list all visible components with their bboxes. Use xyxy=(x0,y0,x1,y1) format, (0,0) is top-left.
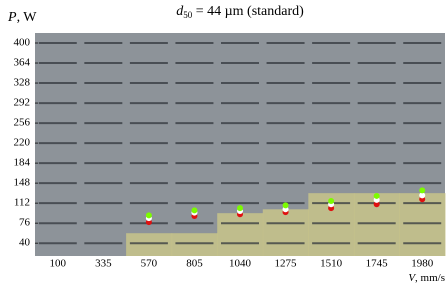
y-tick-label: 400 xyxy=(14,37,31,49)
title-subscript: 50 xyxy=(183,10,193,20)
shaded-region xyxy=(217,213,264,256)
x-tick-label: 1745 xyxy=(366,258,389,270)
y-tick-label: 112 xyxy=(14,197,30,209)
x-axis-label: V, mm/s xyxy=(408,272,445,284)
marker xyxy=(373,192,380,199)
y-label-unit: , W xyxy=(17,10,38,25)
y-tick-label: 40 xyxy=(19,237,31,249)
x-tick-label: 1040 xyxy=(229,258,252,270)
x-label-unit: , mm/s xyxy=(415,272,445,284)
marker xyxy=(145,212,152,219)
marker xyxy=(328,197,335,204)
y-tick-label: 292 xyxy=(14,97,31,109)
shaded-region xyxy=(171,233,218,256)
x-label-symbol: V xyxy=(408,272,416,284)
marker xyxy=(419,187,426,194)
marker xyxy=(191,207,198,214)
shaded-region xyxy=(126,233,173,256)
marker xyxy=(237,205,243,212)
y-tick-label: 184 xyxy=(14,157,31,169)
y-label-symbol: P xyxy=(7,10,17,25)
title-text: = 44 µm (standard) xyxy=(192,4,304,19)
y-tick-label: 76 xyxy=(19,217,31,229)
chart-title: d50 = 44 µm (standard) xyxy=(176,4,304,20)
marker xyxy=(282,202,289,209)
x-tick-label: 100 xyxy=(50,258,67,270)
y-tick-label: 364 xyxy=(14,57,31,69)
marker xyxy=(419,192,426,199)
y-tick-label: 148 xyxy=(14,177,31,189)
y-tick-label: 220 xyxy=(14,137,31,149)
x-tick-label: 1275 xyxy=(275,258,298,270)
marker xyxy=(373,201,380,208)
y-tick-label: 328 xyxy=(14,77,31,89)
x-tick-label: 335 xyxy=(95,258,112,270)
y-tick-label: 256 xyxy=(14,117,31,129)
title-symbol: d xyxy=(176,4,184,19)
shaded-region xyxy=(262,209,309,256)
y-axis-label: P, W xyxy=(7,10,37,25)
x-tick-label: 1510 xyxy=(320,258,343,270)
x-tick-label: 1980 xyxy=(411,258,434,270)
x-tick-label: 570 xyxy=(141,258,158,270)
x-tick-label: 805 xyxy=(186,258,203,270)
